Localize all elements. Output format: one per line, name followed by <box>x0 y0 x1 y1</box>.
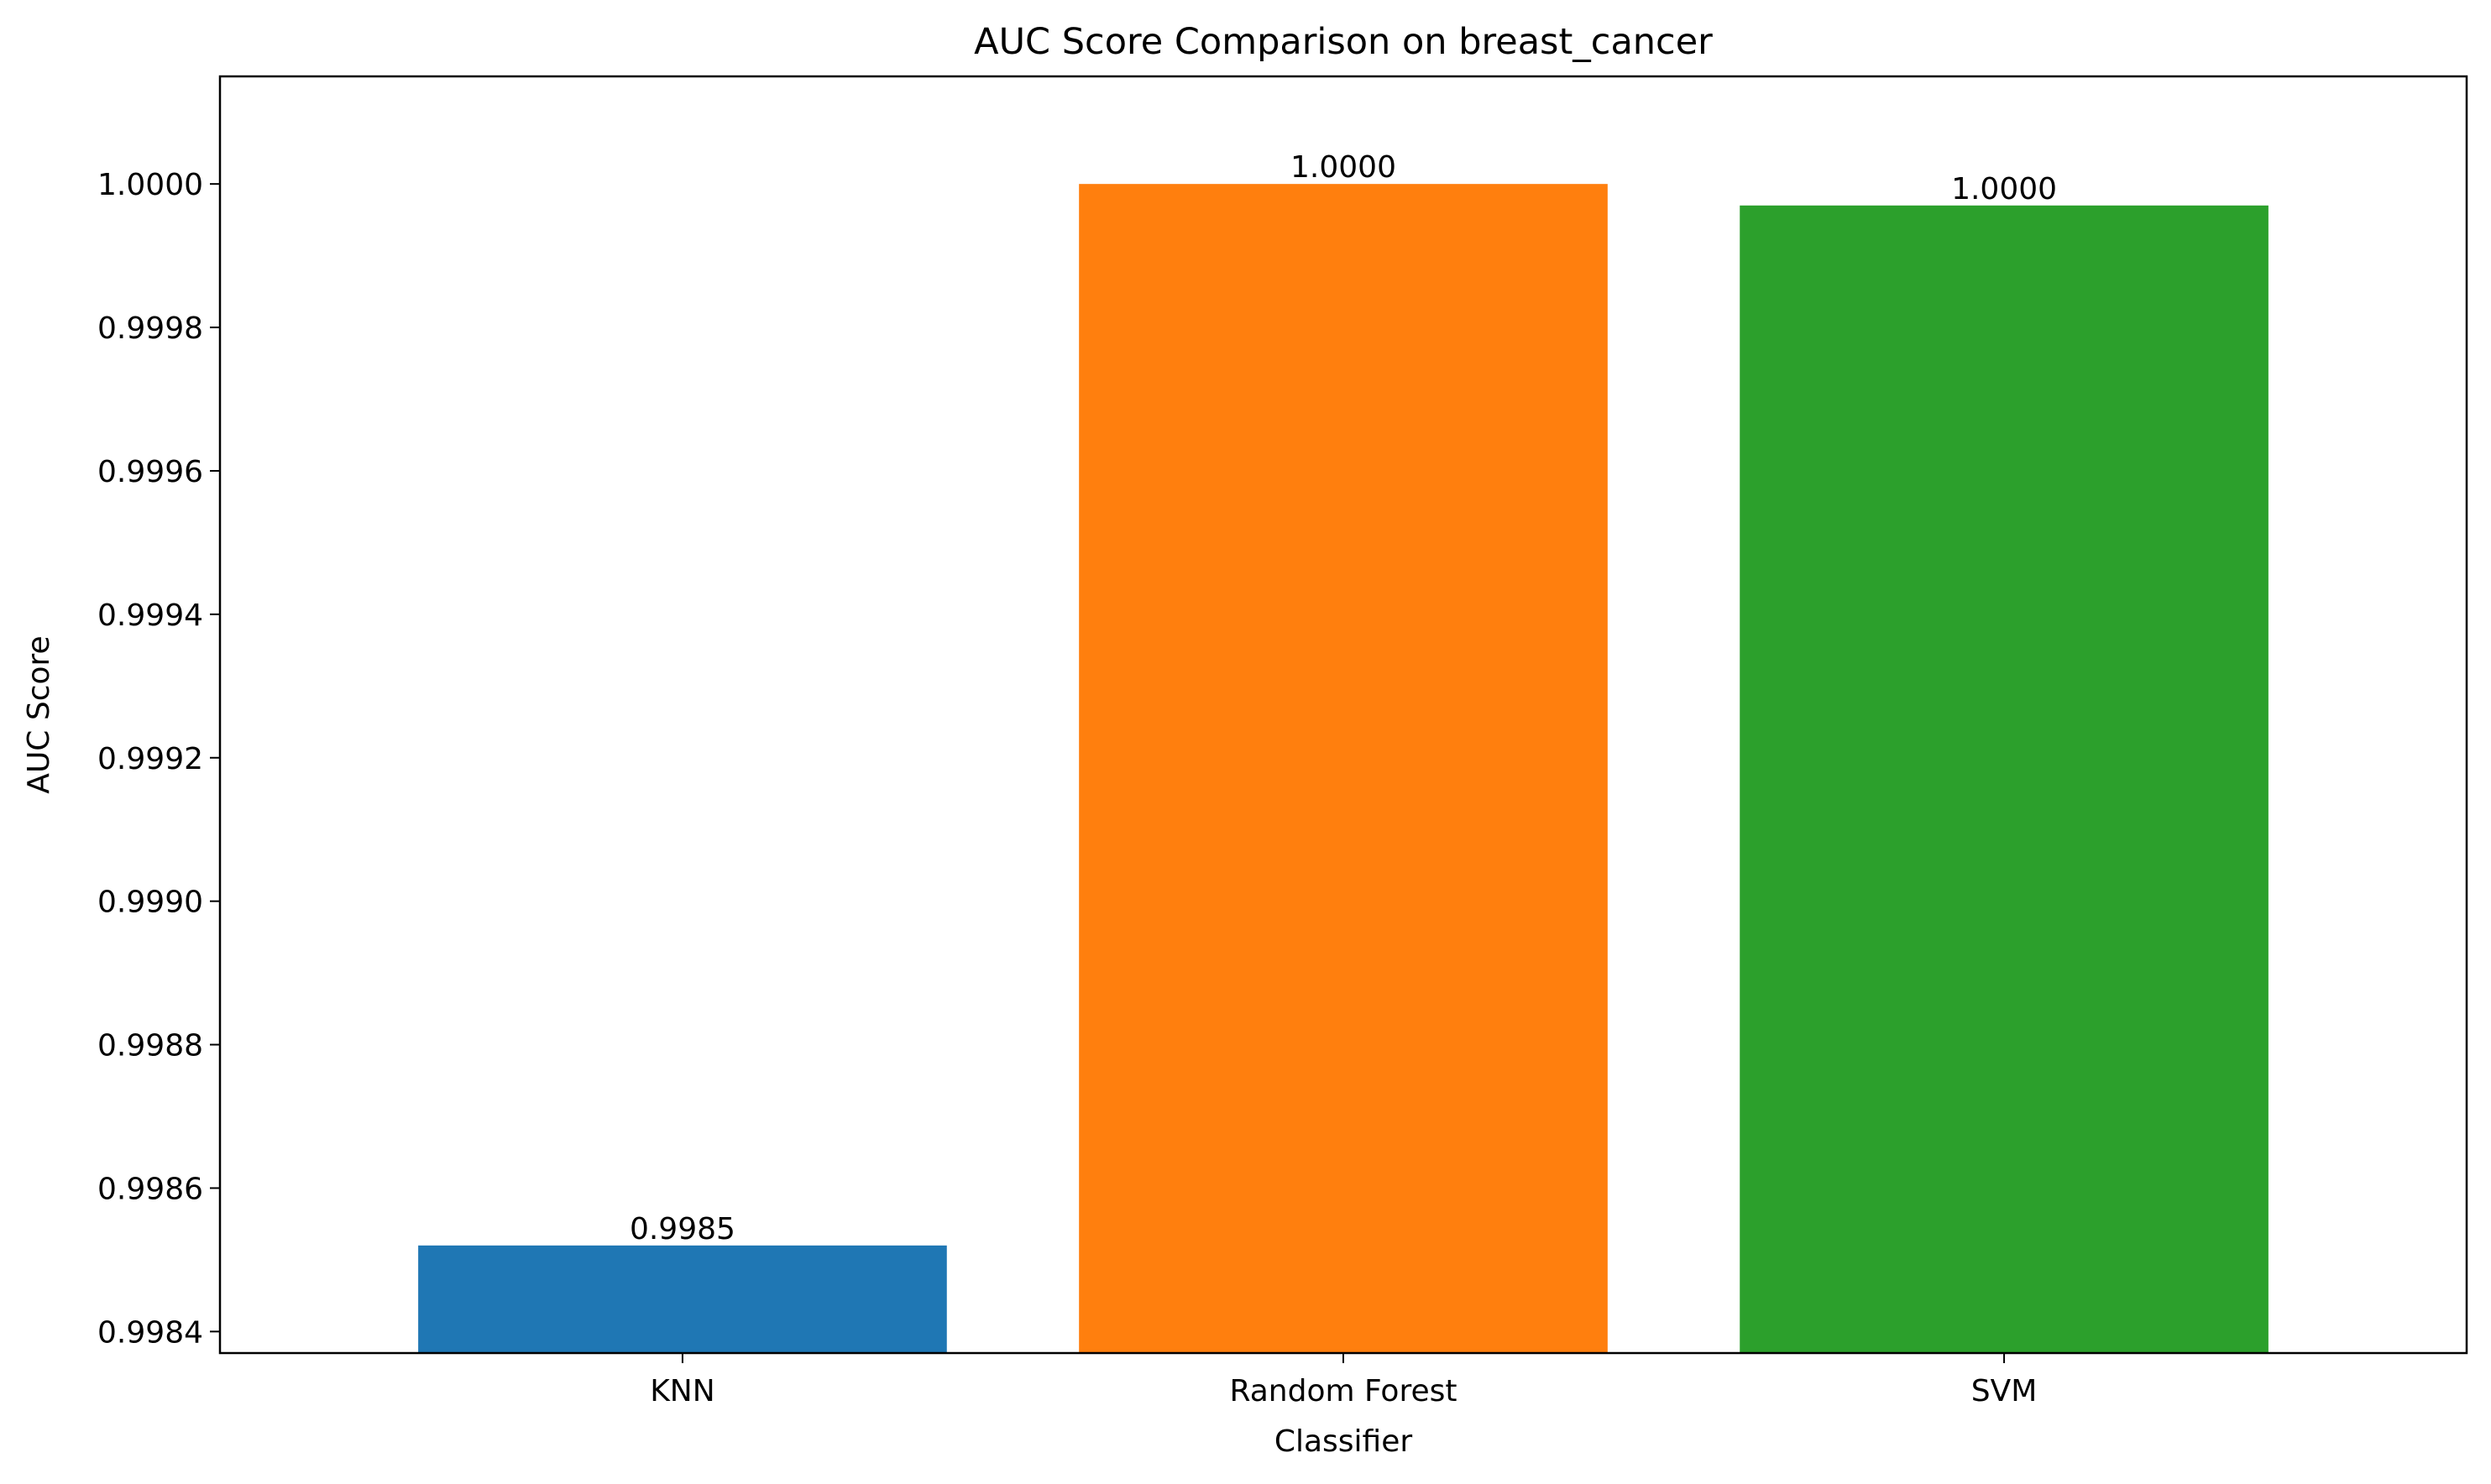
y-tick-label: 0.9986 <box>97 1172 203 1206</box>
y-tick-label: 0.9992 <box>97 742 203 776</box>
y-tick-label: 0.9988 <box>97 1029 203 1063</box>
bar-random-forest <box>1079 184 1608 1353</box>
y-tick-label: 0.9994 <box>97 598 203 633</box>
y-axis-ticks: 0.9984 0.9986 0.9988 0.9990 0.9992 0.9994 0.99… <box>97 168 220 1350</box>
y-tick-label: 0.9998 <box>97 311 203 346</box>
y-tick-label: 0.9990 <box>97 886 203 920</box>
x-tick-label: SVM <box>1971 1374 2038 1408</box>
bar-value-labels: 0.9985 1.0000 1.0000 <box>630 150 2057 1246</box>
chart-title: AUC Score Comparison on breast_cancer <box>974 21 1713 63</box>
y-tick-label: 0.9996 <box>97 455 203 489</box>
y-tick-label: 1.0000 <box>97 168 203 202</box>
y-axis-label: AUC Score <box>22 635 56 793</box>
x-tick-label: KNN <box>650 1374 714 1408</box>
bars <box>418 184 2269 1354</box>
plot-frame <box>218 75 2468 1355</box>
bar-value-label: 1.0000 <box>1290 150 1396 185</box>
x-tick-label: Random Forest <box>1230 1374 1457 1408</box>
bar-value-label: 1.0000 <box>1951 172 2057 206</box>
x-axis-ticks: KNN Random Forest SVM <box>650 1353 2037 1408</box>
x-axis-label: Classifier <box>1274 1424 1413 1459</box>
bar-value-label: 0.9985 <box>630 1212 735 1246</box>
bar-knn <box>418 1245 947 1353</box>
bar-svm <box>1740 205 2269 1354</box>
y-tick-label: 0.9984 <box>97 1315 203 1350</box>
